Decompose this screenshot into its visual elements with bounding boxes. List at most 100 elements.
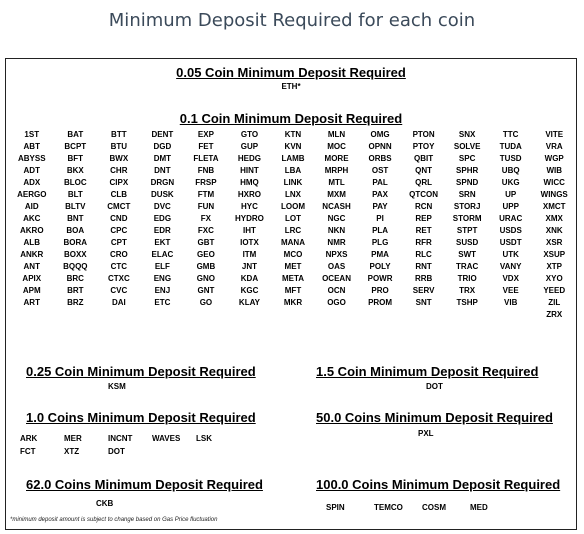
coin-hxro: HXRO bbox=[237, 190, 262, 199]
coin-hmq: HMQ bbox=[240, 178, 259, 187]
coin-tuda: TUDA bbox=[499, 142, 522, 151]
coin-lba: LBA bbox=[284, 166, 302, 175]
coin-met: MET bbox=[284, 262, 302, 271]
coin-grid-empty-cell bbox=[228, 309, 272, 321]
coin-dusk: DUSK bbox=[151, 190, 174, 199]
coin-cro: CRO bbox=[109, 250, 128, 259]
coin-fx: FX bbox=[200, 214, 212, 223]
coin-hint: HINT bbox=[240, 166, 259, 175]
coin-rrb: RRB bbox=[414, 274, 433, 283]
coin-waves: WAVES bbox=[152, 434, 181, 443]
coin-ret: RET bbox=[415, 226, 432, 235]
coin-lrc: LRC bbox=[284, 226, 302, 235]
coin-mrph: MRPH bbox=[324, 166, 349, 175]
coin-sphr: SPHR bbox=[456, 166, 479, 175]
coin-swt: SWT bbox=[458, 250, 477, 259]
coin-ksm: KSM bbox=[108, 382, 126, 391]
coin-link: LINK bbox=[283, 178, 303, 187]
coin-aergo: AERGO bbox=[17, 190, 47, 199]
coin-dot-1-0: DOT bbox=[108, 447, 125, 456]
coin-grid-empty-cell bbox=[358, 309, 402, 321]
coin-snx: SNX bbox=[458, 130, 476, 139]
coin-temco: TEMCO bbox=[374, 503, 403, 512]
coin-bwx: BWX bbox=[109, 154, 129, 163]
coin-ark: ARK bbox=[20, 434, 38, 443]
coin-enj: ENJ bbox=[154, 286, 171, 295]
coin-usdt: USDT bbox=[499, 238, 522, 247]
coin-grid-empty-cell bbox=[489, 309, 533, 321]
coin-brz: BRZ bbox=[67, 298, 84, 307]
heading-50-0: 50.0 Coins Minimum Deposit Required bbox=[316, 410, 553, 425]
coin-zrx: ZRX bbox=[546, 310, 563, 319]
coin-1st: 1ST bbox=[24, 130, 40, 139]
coin-mer: MER bbox=[64, 434, 82, 443]
coin-up: UP bbox=[505, 190, 517, 199]
coin-lot: LOT bbox=[284, 214, 301, 223]
coin-rep: REP bbox=[415, 214, 432, 223]
coin-solve: SOLVE bbox=[453, 142, 481, 151]
coin-cnd: CND bbox=[110, 214, 128, 223]
coin-ftm: FTM bbox=[197, 190, 215, 199]
coin-fxc: FXC bbox=[197, 226, 214, 235]
heading-0-05: 0.05 Coin Minimum Deposit Required bbox=[176, 65, 406, 80]
coin-grid-empty-cell bbox=[271, 309, 315, 321]
coin-hyc: HYC bbox=[241, 202, 258, 211]
coin-eth: ETH* bbox=[281, 82, 301, 91]
coin-trac: TRAC bbox=[456, 262, 479, 271]
coin-lamb: LAMB bbox=[281, 154, 305, 163]
coin-lsk: LSK bbox=[196, 434, 212, 443]
coin-hedg: HEDG bbox=[237, 154, 262, 163]
coin-xtz: XTZ bbox=[64, 447, 80, 456]
coin-gmb: GMB bbox=[196, 262, 216, 271]
coin-ukg: UKG bbox=[501, 178, 520, 187]
coin-mco: MCO bbox=[283, 250, 303, 259]
coin-mln: MLN bbox=[327, 130, 346, 139]
coin-elf: ELF bbox=[154, 262, 170, 271]
coin-dnt: DNT bbox=[154, 166, 171, 175]
coin-snt: SNT bbox=[415, 298, 432, 307]
coin-bnt: BNT bbox=[67, 214, 84, 223]
coin-mxm: MXM bbox=[327, 190, 346, 199]
coin-edg: EDG bbox=[153, 214, 172, 223]
coin-rlc: RLC bbox=[415, 250, 432, 259]
coin-grid-0-1: 1ST BAT BTT DENT EXP GTO KTN MLN OMG PTON SNX TTC VI… bbox=[10, 129, 576, 321]
coin-aid: AID bbox=[24, 202, 39, 211]
coin-bcpt: BCPT bbox=[64, 142, 87, 151]
coin-ngc: NGC bbox=[327, 214, 346, 223]
coin-grid-empty-cell bbox=[54, 309, 98, 321]
coin-ost: OST bbox=[371, 166, 389, 175]
coin-dgd: DGD bbox=[153, 142, 172, 151]
coin-ctxc: CTXC bbox=[107, 274, 130, 283]
coin-cvc: CVC bbox=[110, 286, 128, 295]
coin-trio: TRIO bbox=[457, 274, 477, 283]
coin-etc: ETC bbox=[154, 298, 171, 307]
coin-bkx: BKX bbox=[66, 166, 84, 175]
coin-ckb: CKB bbox=[96, 499, 114, 508]
coin-nkn: NKN bbox=[327, 226, 346, 235]
coin-loom: LOOM bbox=[280, 202, 305, 211]
coin-bft: BFT bbox=[67, 154, 84, 163]
coin-chr: CHR bbox=[110, 166, 128, 175]
coin-cpc: CPC bbox=[110, 226, 128, 235]
coin-tshp: TSHP bbox=[456, 298, 478, 307]
coin-ctc: CTC bbox=[110, 262, 128, 271]
coin-xmct: XMCT bbox=[542, 202, 566, 211]
coin-cipx: CIPX bbox=[109, 178, 129, 187]
coins-100-0-row: SPIN TEMCO COSM MED bbox=[326, 497, 518, 515]
coin-elac: ELAC bbox=[151, 250, 174, 259]
coin-ankr: ANKR bbox=[20, 250, 44, 259]
coin-kvn: KVN bbox=[284, 142, 302, 151]
coin-mana: MANA bbox=[280, 238, 305, 247]
coin-stpt: STPT bbox=[456, 226, 478, 235]
coin-ocean: OCEAN bbox=[322, 274, 351, 283]
coin-xsr: XSR bbox=[545, 238, 563, 247]
coin-go: GO bbox=[199, 298, 213, 307]
coin-hydro: HYDRO bbox=[235, 214, 264, 223]
coin-akro: AKRO bbox=[19, 226, 44, 235]
heading-1-5: 1.5 Coin Minimum Deposit Required bbox=[316, 364, 539, 379]
coin-dent: DENT bbox=[151, 130, 174, 139]
coin-gto: GTO bbox=[240, 130, 259, 139]
coin-gup: GUP bbox=[240, 142, 259, 151]
coin-mtl: MTL bbox=[328, 178, 345, 187]
coin-dmt: DMT bbox=[153, 154, 172, 163]
